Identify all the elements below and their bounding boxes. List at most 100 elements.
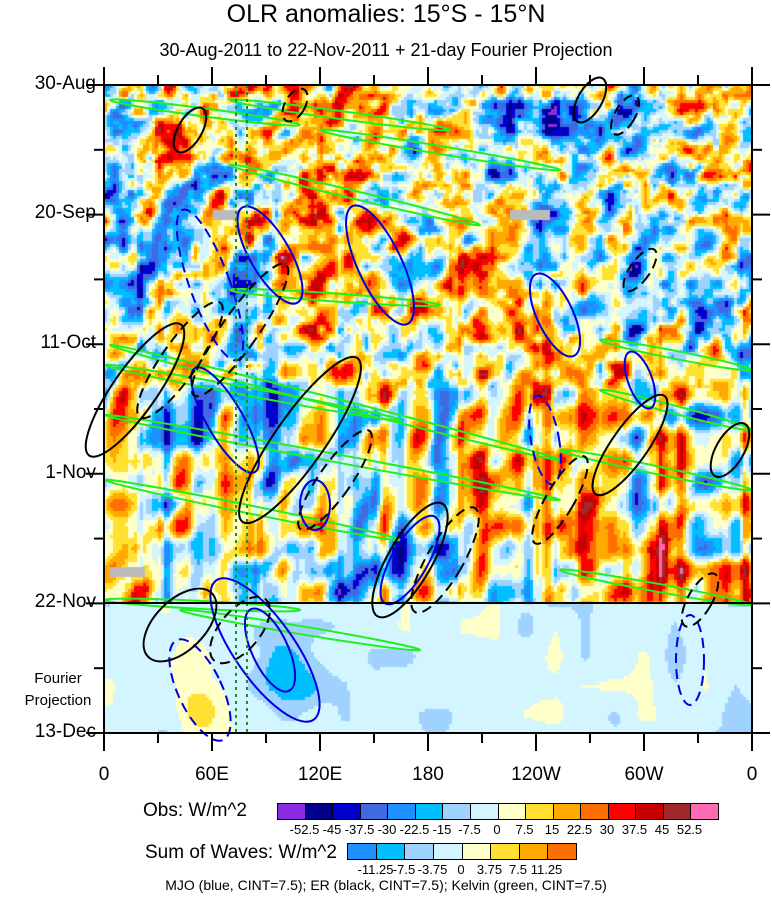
x-tick-label: 0 <box>98 764 110 785</box>
mjo-contour <box>236 205 304 305</box>
colorbar-level-label: 15 <box>544 822 560 837</box>
colorbar-level-label: 52.5 <box>676 822 703 837</box>
er-contour <box>622 247 658 293</box>
colorbar-level-label: 11.25 <box>530 862 563 877</box>
mjo-contour <box>345 204 415 326</box>
colorbar-level-label: -11.25 <box>357 862 394 877</box>
er-contour <box>136 300 224 420</box>
colorbar-swatch <box>376 844 406 859</box>
y-tick-label: 20-Sep <box>34 202 96 223</box>
kelvin-contour <box>108 98 302 127</box>
x-tick-label: 60E <box>195 764 229 785</box>
y-tick-label: 11-Oct <box>40 332 96 353</box>
colorbar-swatch <box>348 844 377 859</box>
er-contour <box>238 355 362 525</box>
mjo-contour <box>623 350 657 410</box>
er-contour <box>172 106 208 154</box>
waves-colorbar-label: Sum of Waves: W/m^2 <box>145 842 337 863</box>
er-contour <box>680 572 720 628</box>
er-contour <box>572 76 608 124</box>
colorbar-swatch <box>581 804 609 819</box>
x-tick-label: 180 <box>412 764 444 785</box>
colorbar-swatch <box>470 804 499 819</box>
kelvin-contour <box>178 608 422 652</box>
colorbar-swatch <box>498 804 527 819</box>
er-contour <box>84 322 186 458</box>
er-contour <box>709 422 751 478</box>
colorbar-swatch <box>636 804 664 819</box>
kelvin-contour <box>598 338 754 372</box>
colorbar-level-label: 22.5 <box>566 822 593 837</box>
colorbar-swatch <box>443 804 471 819</box>
kelvin-contour <box>318 128 562 172</box>
er-contour <box>410 506 480 614</box>
colorbar-level-label: -15 <box>432 822 452 837</box>
mjo-contour <box>299 479 331 531</box>
x-tick-label: 0 <box>746 764 758 785</box>
chart-title: OLR anomalies: 15°S - 15°N <box>226 0 546 28</box>
mjo-contour <box>190 366 260 474</box>
colorbar-level-label: -7.5 <box>458 822 481 837</box>
y-tick-label: 30-Aug <box>34 73 96 94</box>
colorbar-level-label: -52.5 <box>289 822 320 837</box>
colorbar-swatch <box>433 844 463 859</box>
er-contour <box>531 455 589 545</box>
mjo-contour <box>675 614 705 706</box>
colorbar-level-label: 30 <box>599 822 615 837</box>
obs-colorbar <box>277 803 719 820</box>
waves-colorbar <box>347 843 577 860</box>
colorbar-level-label: 37.5 <box>621 822 648 837</box>
colorbar-swatch <box>691 804 718 819</box>
colorbar-level-label: 0 <box>493 822 501 837</box>
colorbar-swatch <box>360 804 389 819</box>
colorbar-swatch <box>608 804 637 819</box>
kelvin-contour <box>228 288 442 307</box>
kelvin-contour <box>228 98 452 132</box>
y-tick-label: 1-Nov <box>45 462 96 483</box>
colorbar-level-label: -3.75 <box>417 862 448 877</box>
colorbar-level-label: 45 <box>654 822 670 837</box>
mjo-contour <box>175 208 245 362</box>
colorbar-level-label: -45 <box>322 822 342 837</box>
kelvin-contour <box>558 448 754 492</box>
er-contour <box>297 429 373 531</box>
colorbar-swatch <box>519 844 549 859</box>
kelvin-contour <box>103 413 562 502</box>
x-tick-label: 60W <box>624 764 664 785</box>
er-contour <box>209 595 271 665</box>
mjo-contour <box>528 272 582 358</box>
projection-label: Fourier Projection <box>24 670 92 709</box>
y-tick-label: 22-Nov <box>34 591 96 612</box>
er-contour <box>281 87 309 123</box>
colorbar-level-label: 7.5 <box>508 862 528 877</box>
kelvin-contour <box>103 478 402 542</box>
mjo-contour <box>209 577 321 723</box>
er-contour <box>371 501 449 619</box>
obs-colorbar-label: Obs: W/m^2 <box>143 800 247 821</box>
x-tick-label: 120W <box>511 764 561 785</box>
colorbar-swatch <box>548 844 576 859</box>
kelvin-contour <box>228 163 482 227</box>
er-contour <box>142 587 218 663</box>
colorbar-level-label: 0 <box>457 862 465 877</box>
colorbar-level-label: -22.5 <box>399 822 430 837</box>
colorbar-swatch <box>278 804 306 819</box>
legend-note: MJO (blue, CINT=7.5); ER (black, CINT=7.… <box>165 877 607 893</box>
colorbar-swatch <box>526 804 554 819</box>
er-contour <box>610 94 640 136</box>
x-tick-label: 120E <box>297 764 343 785</box>
colorbar-swatch <box>405 844 434 859</box>
mjo-contour <box>168 638 232 742</box>
kelvin-contour <box>103 363 402 422</box>
colorbar-swatch <box>553 804 582 819</box>
colorbar-swatch <box>491 844 520 859</box>
colorbar-swatch <box>663 804 692 819</box>
colorbar-level-label: 3.75 <box>476 862 503 877</box>
colorbar-swatch <box>415 804 444 819</box>
y-tick-label: 13-Dec <box>34 721 96 742</box>
mjo-contour <box>243 607 297 693</box>
colorbar-swatch <box>388 804 416 819</box>
colorbar-swatch <box>333 804 361 819</box>
colorbar-level-label: 7.5 <box>515 822 534 837</box>
